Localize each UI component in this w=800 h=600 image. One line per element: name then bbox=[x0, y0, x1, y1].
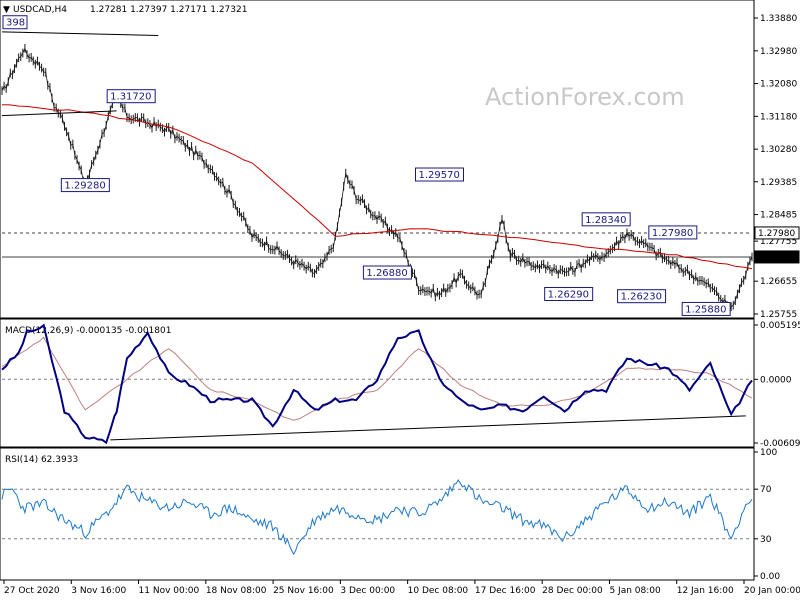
price-y-tick-label: 1.27755 bbox=[760, 237, 797, 247]
price-panel bbox=[0, 0, 755, 319]
axis-layer: 1.33880 1.32980 1.32080 1.31180 1.30280 1.293… bbox=[3, 14, 800, 596]
rsi-layer bbox=[1, 479, 753, 556]
x-tick-label: 25 Nov 16:00 bbox=[273, 586, 334, 596]
header-ohlc: 1.27281 1.27397 1.27171 1.27321 bbox=[90, 5, 247, 15]
macd-layer bbox=[1, 323, 753, 445]
x-tick-label: 5 Jan 08:00 bbox=[609, 586, 661, 596]
annotation-box-0 bbox=[106, 89, 156, 104]
annotation-box-4 bbox=[544, 287, 594, 302]
annotation-label-3: 1.29570 bbox=[419, 170, 460, 181]
level-tag-box-0 bbox=[754, 226, 800, 240]
annotation-label-6: 1.27980 bbox=[652, 228, 693, 239]
annotation-box-9 bbox=[2, 15, 28, 30]
x-tick-label: 3 Dec 00:00 bbox=[340, 586, 395, 596]
annotation-box-1 bbox=[60, 178, 110, 193]
level-tag-box-1 bbox=[754, 250, 800, 264]
macd-y-tick-label: 0.005195 bbox=[760, 321, 800, 331]
price-y-tick-label: 1.29385 bbox=[760, 178, 797, 188]
price-y-tick-label: 1.26655 bbox=[760, 277, 797, 287]
price-y-tick-label: 1.30280 bbox=[760, 145, 797, 155]
moving-average-line bbox=[1, 104, 753, 270]
annotation-box-6 bbox=[648, 225, 698, 240]
price-y-tick-label: 1.32980 bbox=[760, 47, 797, 57]
rsi-y-tick-label: 0.00 bbox=[760, 572, 780, 582]
price-y-tick-label: 1.25755 bbox=[760, 310, 797, 320]
level-tag-label-1: 1.27321 bbox=[758, 253, 795, 263]
x-tick-label: 28 Dec 00:00 bbox=[542, 586, 603, 596]
price-series-1 bbox=[509, 231, 753, 310]
resistance-trendline bbox=[1, 31, 159, 36]
x-tick-label: 10 Dec 08:00 bbox=[408, 586, 469, 596]
annotation-box-2 bbox=[362, 265, 412, 280]
annotation-label-4: 1.26290 bbox=[548, 290, 589, 301]
macd-title: MACD(12,26,9) -0.000135 -0.001801 bbox=[5, 326, 171, 336]
macd-signal-line bbox=[1, 336, 753, 421]
rsi-title: RSI(14) 62.3933 bbox=[5, 455, 78, 465]
annotation-label-9: 398 bbox=[6, 18, 25, 29]
x-tick-label: 17 Dec 16:00 bbox=[475, 586, 536, 596]
price-y-tick-label: 1.33880 bbox=[760, 14, 797, 24]
macd-y-tick-label: -0.006093 bbox=[760, 439, 800, 449]
price-y-tick-label: 1.31180 bbox=[760, 112, 797, 122]
rsi-panel bbox=[0, 447, 755, 581]
macd-panel bbox=[0, 318, 755, 448]
rsi-line bbox=[1, 479, 753, 556]
rsi-y-tick-label: 70 bbox=[760, 485, 772, 495]
header-symbol: USDCAD,H4 bbox=[13, 5, 67, 15]
annotation-box-8 bbox=[681, 301, 731, 316]
macd-y-tick-label: 0.0000 bbox=[760, 375, 792, 385]
macd-line bbox=[1, 323, 753, 445]
annotation-label-0: 1.31720 bbox=[110, 92, 151, 103]
annotation-label-7: 1.26230 bbox=[621, 292, 662, 303]
annotation-label-5: 1.28340 bbox=[585, 215, 626, 226]
support-trendline bbox=[1, 110, 117, 117]
x-tick-label: 20 Jan 00:00 bbox=[744, 586, 800, 596]
level-tag-label-0: 1.27980 bbox=[758, 229, 795, 239]
header-arrow-icon: ▼ bbox=[3, 5, 10, 15]
annotation-label-1: 1.29280 bbox=[64, 181, 105, 192]
x-tick-label: 12 Jan 16:00 bbox=[677, 586, 734, 596]
rsi-y-tick-label: 100 bbox=[760, 448, 777, 458]
watermark: ActionForex.com bbox=[485, 83, 685, 111]
x-tick-label: 18 Nov 08:00 bbox=[206, 586, 267, 596]
annotation-box-7 bbox=[617, 289, 667, 304]
price-y-tick-label: 1.28485 bbox=[760, 211, 797, 221]
x-tick-label: 27 Oct 2020 bbox=[4, 586, 60, 596]
price-y-tick-label: 1.32080 bbox=[760, 80, 797, 90]
annotation-label-8: 1.25880 bbox=[685, 304, 726, 315]
annotation-label-2: 1.26880 bbox=[366, 268, 407, 279]
annotation-box-3 bbox=[415, 167, 464, 182]
price-layer: 1.31720 1.29280 1.26880 1.29570 1.26290 1.283… bbox=[1, 15, 753, 316]
annotation-box-5 bbox=[581, 212, 631, 227]
x-tick-label: 3 Nov 16:00 bbox=[71, 586, 126, 596]
x-tick-label: 11 Nov 00:00 bbox=[139, 586, 200, 596]
rsi-y-tick-label: 30 bbox=[760, 535, 772, 545]
macd-trendline bbox=[110, 415, 746, 441]
